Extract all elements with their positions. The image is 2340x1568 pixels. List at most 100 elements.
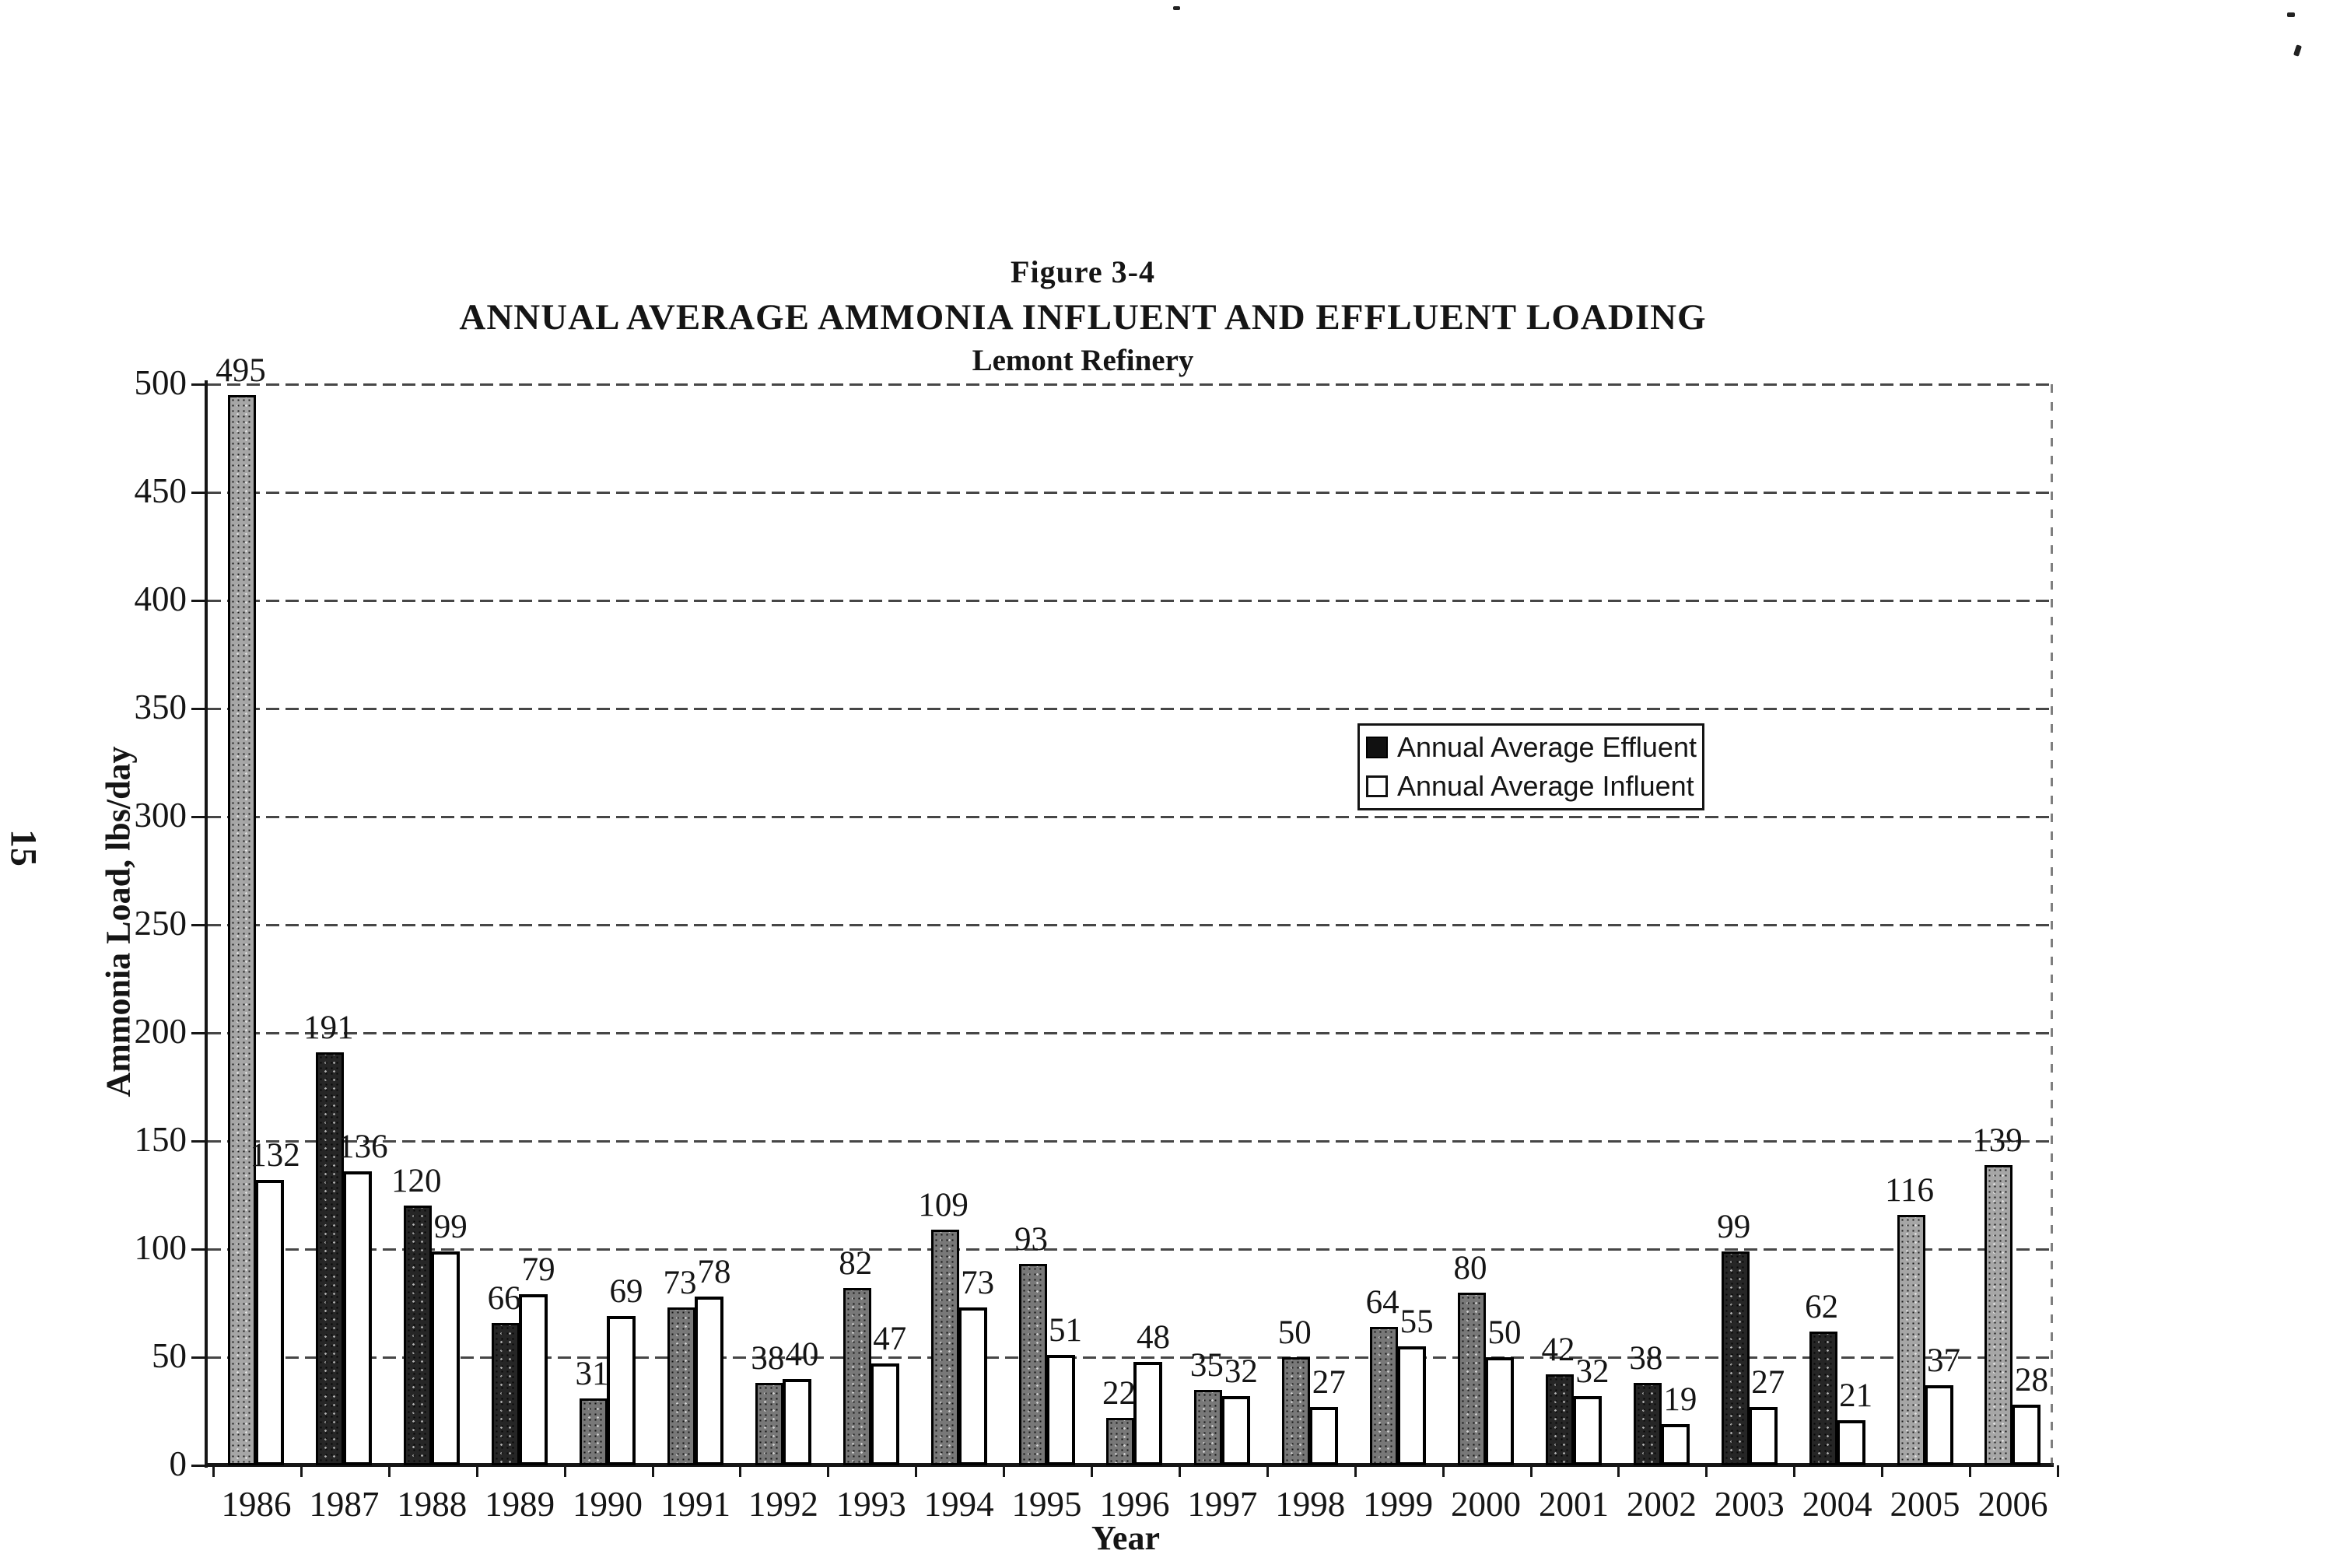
gridline: [208, 924, 2051, 926]
y-tick-label: 150: [134, 1119, 187, 1159]
influent-value-label: 136: [338, 1128, 388, 1165]
x-tick-mark: [1705, 1465, 1708, 1477]
x-tick-label: 1987: [309, 1485, 380, 1524]
influent-bar: [607, 1316, 636, 1465]
effluent-value-label: 82: [839, 1245, 873, 1283]
effluent-bar: [755, 1383, 783, 1465]
effluent-bar: [1458, 1292, 1487, 1465]
x-tick-mark: [2056, 1465, 2059, 1477]
effluent-value-label: 62: [1805, 1288, 1839, 1325]
x-tick-mark: [1178, 1465, 1181, 1477]
influent-bar: [694, 1297, 723, 1465]
influent-value-label: 28: [2014, 1362, 2048, 1399]
influent-bar: [1397, 1346, 1427, 1465]
chart-title-block: Figure 3-4 ANNUAL AVERAGE AMMONIA INFLUE…: [227, 254, 1939, 378]
y-tick-label: 350: [134, 687, 187, 726]
legend-label-effluent: Annual Average Effluent: [1397, 731, 1697, 764]
influent-value-label: 19: [1663, 1381, 1697, 1419]
chart-title: ANNUAL AVERAGE AMMONIA INFLUENT AND EFFL…: [459, 297, 1707, 338]
legend-item-influent: Annual Average Influent: [1360, 770, 1702, 803]
y-tick-label: 450: [134, 471, 187, 510]
influent-bar: [870, 1363, 899, 1465]
influent-bar: [782, 1378, 811, 1465]
y-tick-mark: [191, 492, 205, 494]
x-tick-label: 2003: [1714, 1485, 1785, 1524]
effluent-value-label: 38: [1629, 1340, 1663, 1377]
influent-value-label: 51: [1049, 1312, 1083, 1349]
gridline: [208, 708, 2051, 710]
y-tick-mark: [191, 1356, 205, 1359]
effluent-value-label: 22: [1102, 1374, 1136, 1412]
gridline: [208, 816, 2051, 818]
effluent-bar: [1370, 1327, 1399, 1465]
x-tick-label: 1994: [923, 1485, 994, 1524]
effluent-bar: [1633, 1383, 1662, 1465]
influent-bar: [2012, 1405, 2041, 1465]
x-tick-mark: [739, 1465, 742, 1477]
influent-value-label: 47: [873, 1321, 907, 1358]
scan-speck: [1173, 6, 1180, 10]
x-tick-label: 1989: [485, 1485, 555, 1524]
effluent-bar: [1721, 1251, 1750, 1465]
x-tick-label: 1991: [660, 1485, 730, 1524]
x-tick-mark: [212, 1465, 215, 1477]
effluent-bar: [1545, 1374, 1574, 1465]
effluent-bar: [492, 1322, 520, 1465]
influent-value-label: 78: [697, 1254, 731, 1291]
y-tick-label: 250: [134, 903, 187, 943]
effluent-bar: [1018, 1264, 1047, 1465]
x-tick-label: 1999: [1363, 1485, 1434, 1524]
y-tick-label: 400: [134, 579, 187, 618]
effluent-value-label: 66: [487, 1279, 521, 1317]
influent-bar: [958, 1307, 987, 1465]
effluent-value-label: 495: [215, 352, 266, 389]
x-tick-label: 2002: [1626, 1485, 1697, 1524]
y-tick-label: 100: [134, 1227, 187, 1267]
x-tick-mark: [475, 1465, 478, 1477]
influent-bar: [255, 1180, 285, 1465]
y-tick-mark: [191, 1465, 205, 1467]
y-tick-mark: [191, 1140, 205, 1143]
influent-value-label: 50: [1487, 1314, 1522, 1351]
x-tick-mark: [651, 1465, 654, 1477]
x-tick-mark: [827, 1465, 830, 1477]
influent-bar: [519, 1294, 548, 1465]
effluent-value-label: 120: [391, 1163, 442, 1200]
effluent-value-label: 99: [1717, 1208, 1751, 1245]
influent-value-label: 40: [785, 1335, 819, 1373]
influent-value-label: 21: [1839, 1377, 1873, 1414]
x-tick-label: 1997: [1187, 1485, 1258, 1524]
x-tick-mark: [1354, 1465, 1357, 1477]
effluent-bar: [580, 1398, 608, 1465]
y-tick-mark: [191, 1032, 205, 1034]
y-tick-mark: [191, 924, 205, 926]
x-tick-label: 2004: [1802, 1485, 1872, 1524]
x-tick-mark: [563, 1465, 566, 1477]
gridline: [208, 492, 2051, 494]
x-tick-mark: [1441, 1465, 1445, 1477]
y-axis-line: [205, 380, 208, 1468]
effluent-bar: [1809, 1331, 1837, 1465]
x-tick-mark: [1091, 1465, 1093, 1477]
effluent-bar: [1282, 1357, 1311, 1465]
influent-value-label: 37: [1927, 1342, 1961, 1380]
x-axis-title: Year: [1091, 1519, 1160, 1557]
y-tick-label: 200: [134, 1011, 187, 1051]
x-tick-label: 2001: [1538, 1485, 1609, 1524]
gridline: [208, 1356, 2051, 1359]
influent-bar: [1924, 1385, 1953, 1465]
x-tick-mark: [387, 1465, 391, 1477]
effluent-swatch-icon: [1366, 737, 1388, 759]
x-tick-mark: [1793, 1465, 1796, 1477]
influent-bar: [1046, 1355, 1075, 1465]
plot-right-border: [2051, 384, 2053, 1465]
x-tick-mark: [1266, 1465, 1269, 1477]
influent-bar: [431, 1251, 461, 1465]
x-tick-mark: [300, 1465, 303, 1477]
x-tick-mark: [1969, 1465, 1971, 1477]
influent-value-label: 73: [961, 1265, 995, 1302]
influent-bar: [1485, 1357, 1515, 1465]
effluent-bar: [930, 1229, 959, 1465]
effluent-bar: [842, 1288, 871, 1465]
influent-value-label: 132: [250, 1137, 300, 1174]
